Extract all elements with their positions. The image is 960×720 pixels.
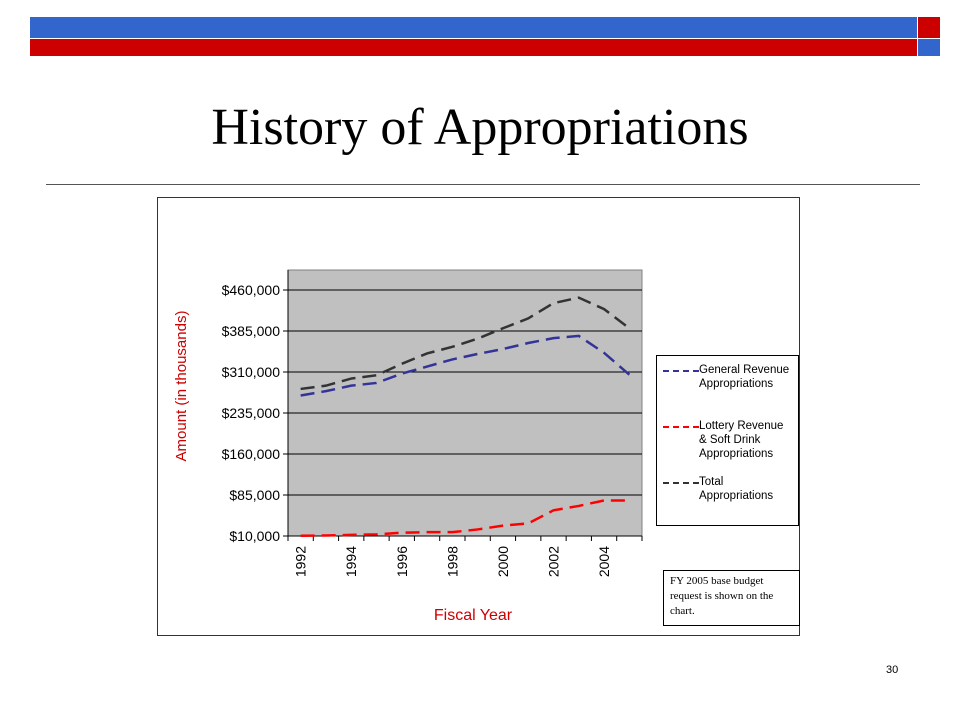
corner-square-blue	[918, 39, 940, 56]
legend-swatch-general-revenue	[663, 370, 699, 372]
x-tick-label: 2004	[596, 546, 612, 577]
x-tick-label: 1992	[293, 546, 309, 577]
legend-swatch-lottery-revenue	[663, 426, 699, 428]
y-tick-label: $385,000	[222, 323, 281, 339]
slide-title: History of Appropriations	[211, 99, 749, 156]
series-line-2	[300, 499, 630, 537]
y-tick-label: $10,000	[229, 528, 280, 544]
y-tick-label: $160,000	[222, 446, 281, 462]
legend-swatch-total	[663, 482, 699, 484]
budget-note: FY 2005 base budget request is shown on …	[663, 570, 800, 626]
legend-label-general-revenue: General Revenue Appropriations	[699, 364, 790, 390]
x-tick-label: 1996	[394, 546, 410, 577]
x-tick-label: 2002	[546, 546, 562, 577]
page-number: 30	[886, 664, 899, 676]
y-tick-label: $310,000	[222, 364, 281, 380]
plot-area	[287, 269, 643, 537]
legend-label-lottery-revenue: Lottery Revenue & Soft Drink Appropriati…	[699, 420, 784, 460]
x-tick-label: 1998	[444, 546, 460, 577]
x-tick-label: 1994	[343, 546, 359, 577]
series-line-1	[300, 334, 631, 397]
top-band-red	[30, 39, 917, 56]
x-tick-label: 2000	[495, 546, 511, 577]
corner-square-red	[918, 17, 940, 38]
title-underline	[46, 184, 920, 185]
y-tick-label: $235,000	[222, 405, 281, 421]
x-axis-title: Fiscal Year	[434, 607, 513, 624]
y-tick-label: $460,000	[222, 282, 281, 298]
chart-legend: General Revenue Appropriations Lottery R…	[656, 355, 799, 526]
top-band-blue	[30, 17, 917, 38]
y-axis-title: Amount (in thousands)	[173, 311, 190, 462]
series-line-3	[300, 296, 631, 391]
legend-label-total: Total Appropriations	[699, 476, 774, 502]
y-tick-label: $85,000	[229, 487, 280, 503]
